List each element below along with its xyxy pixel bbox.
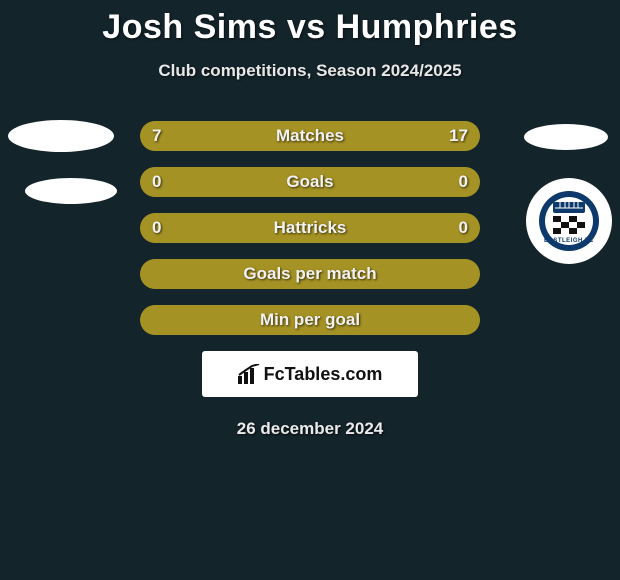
crest-graphic: EASTLEIGH FC: [538, 190, 600, 252]
stat-row: Matches717: [140, 121, 480, 151]
subtitle: Club competitions, Season 2024/2025: [0, 61, 620, 81]
vs-text: vs: [287, 8, 326, 46]
bar-outline: [140, 259, 480, 289]
stat-row: Hattricks00: [140, 213, 480, 243]
comparison-card: Josh Sims vs Humphries Club competitions…: [0, 0, 620, 439]
bar-outline: [140, 213, 480, 243]
logo-text: FcTables.com: [264, 364, 383, 385]
bar-value-left: 7: [152, 121, 161, 151]
stat-bars: Matches717Goals00Hattricks00Goals per ma…: [140, 121, 480, 335]
bar-value-left: 0: [152, 167, 161, 197]
stat-row: Goals00: [140, 167, 480, 197]
player1-photo-placeholder: [8, 120, 114, 152]
bars-icon: [238, 364, 260, 384]
date-text: 26 december 2024: [0, 419, 620, 439]
stat-row: Min per goal: [140, 305, 480, 335]
crest-label: EASTLEIGH FC: [544, 238, 594, 244]
player2-name: Humphries: [336, 8, 518, 46]
bar-value-left: 0: [152, 213, 161, 243]
page-title: Josh Sims vs Humphries: [0, 0, 620, 47]
bar-outline: [140, 305, 480, 335]
player2-photo-placeholder: [524, 124, 608, 150]
player1-name: Josh Sims: [102, 8, 277, 46]
bar-outline: [140, 121, 480, 151]
bar-value-right: 0: [459, 167, 468, 197]
bar-outline: [140, 167, 480, 197]
stat-row: Goals per match: [140, 259, 480, 289]
player1-club-placeholder: [25, 178, 117, 204]
source-logo[interactable]: FcTables.com: [202, 351, 418, 397]
bar-value-right: 0: [459, 213, 468, 243]
bar-value-right: 17: [449, 121, 468, 151]
fctables-logo: FcTables.com: [238, 364, 383, 385]
player2-club-crest: EASTLEIGH FC: [526, 178, 612, 264]
